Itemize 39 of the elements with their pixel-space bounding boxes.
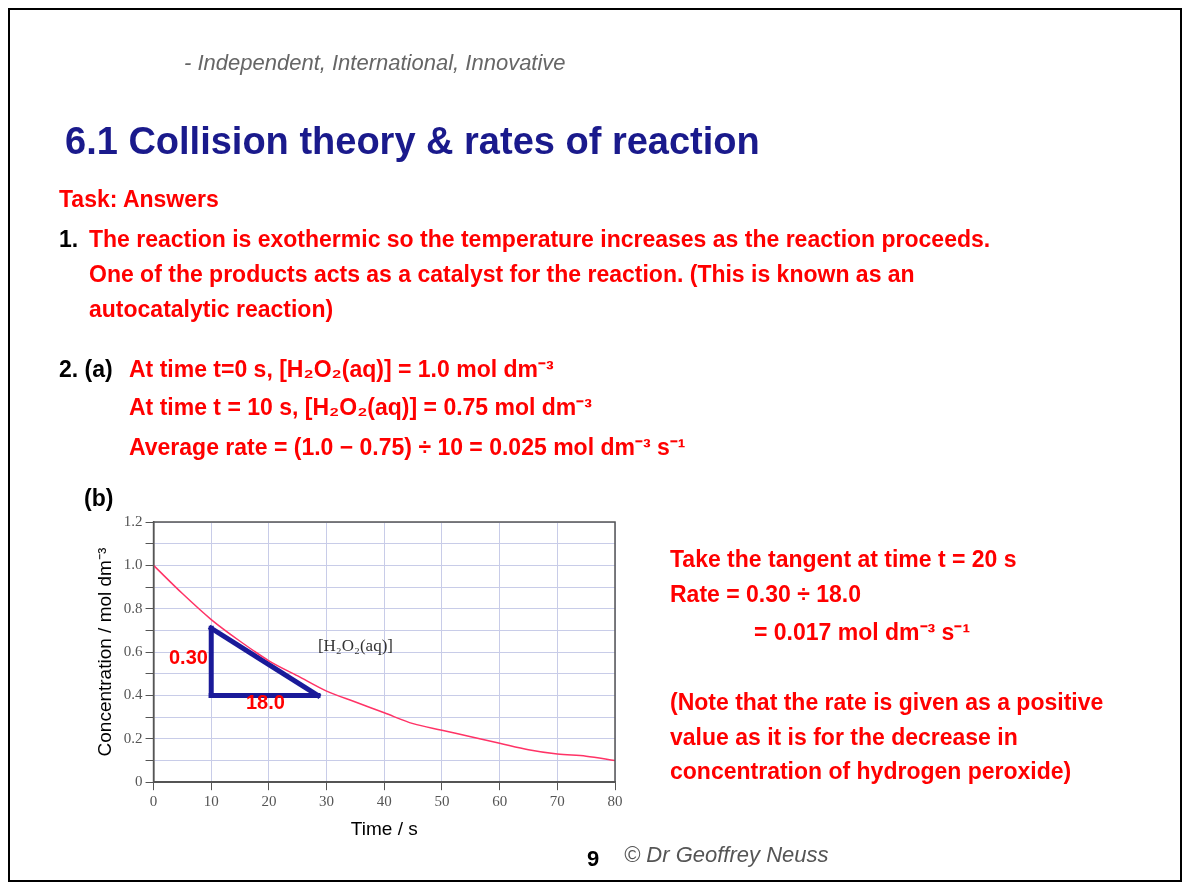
text: At time t = 10 s, [H₂O₂(aq)] = 0.75 mol dm⁻³ — [129, 393, 593, 422]
x-tick-label: 30 — [319, 793, 335, 810]
annotation: 0.30 — [169, 645, 209, 670]
series-label: [H₂O₂(aq)] — [317, 636, 393, 656]
y-tick-label: 0.6 — [123, 643, 144, 660]
annotation: 18.0 — [246, 690, 286, 715]
text: (Note that the rate is given as a positive value as it is for the decrease in concentration of hydrogen peroxide) — [670, 688, 1105, 786]
x-tick-label: 20 — [261, 793, 277, 810]
y-tick-label: 0.4 — [123, 686, 144, 703]
text: © Dr Geoffrey Neuss — [624, 841, 830, 869]
text: = 0.017 mol dm⁻³ s⁻¹ — [754, 618, 972, 647]
x-tick-label: 60 — [492, 793, 508, 810]
text: The reaction is exothermic so the temperature increases as the reaction proceeds. — [89, 225, 992, 254]
x-tick-label: 40 — [376, 793, 392, 810]
text: Rate = 0.30 ÷ 18.0 — [670, 580, 862, 609]
y-tick-label: 0.2 — [123, 729, 143, 746]
y-tick-label: 0 — [135, 773, 143, 790]
chart-title: 6.1 Collision theory & rates of reaction — [65, 120, 760, 163]
x-tick-label: 10 — [203, 793, 219, 810]
text: Average rate = (1.0 − 0.75) ÷ 10 = 0.025 mol dm⁻³ s⁻¹ — [129, 433, 687, 462]
y-axis-title: Concentration / mol dm⁻³ — [93, 547, 115, 757]
text: Task: Answers — [59, 185, 220, 214]
x-tick-label: 70 — [549, 793, 565, 810]
x-axis-title: Time / s — [350, 817, 418, 839]
y-tick-label: 1.0 — [123, 556, 143, 573]
y-tick-label: 1.2 — [123, 512, 143, 529]
text: - Independent, International, Innovative — [184, 49, 567, 77]
x-tick-label: 50 — [434, 793, 450, 810]
text: 2. (a) — [59, 356, 113, 382]
text: 1. — [59, 225, 80, 254]
text: Take the tangent at time t = 20 s — [670, 545, 1018, 574]
y-tick-label: 0.8 — [123, 599, 143, 616]
text: At time t=0 s, [H₂O₂(aq)] = 1.0 mol dm⁻³ — [129, 355, 555, 384]
text: autocatalytic reaction) — [89, 295, 335, 324]
text: One of the products acts as a catalyst for the reaction. (This is known as an — [89, 260, 916, 289]
text: (b) — [84, 485, 114, 511]
text: 9 — [587, 845, 601, 873]
x-tick-label: 80 — [607, 793, 623, 810]
x-tick-label: 0 — [149, 793, 158, 810]
